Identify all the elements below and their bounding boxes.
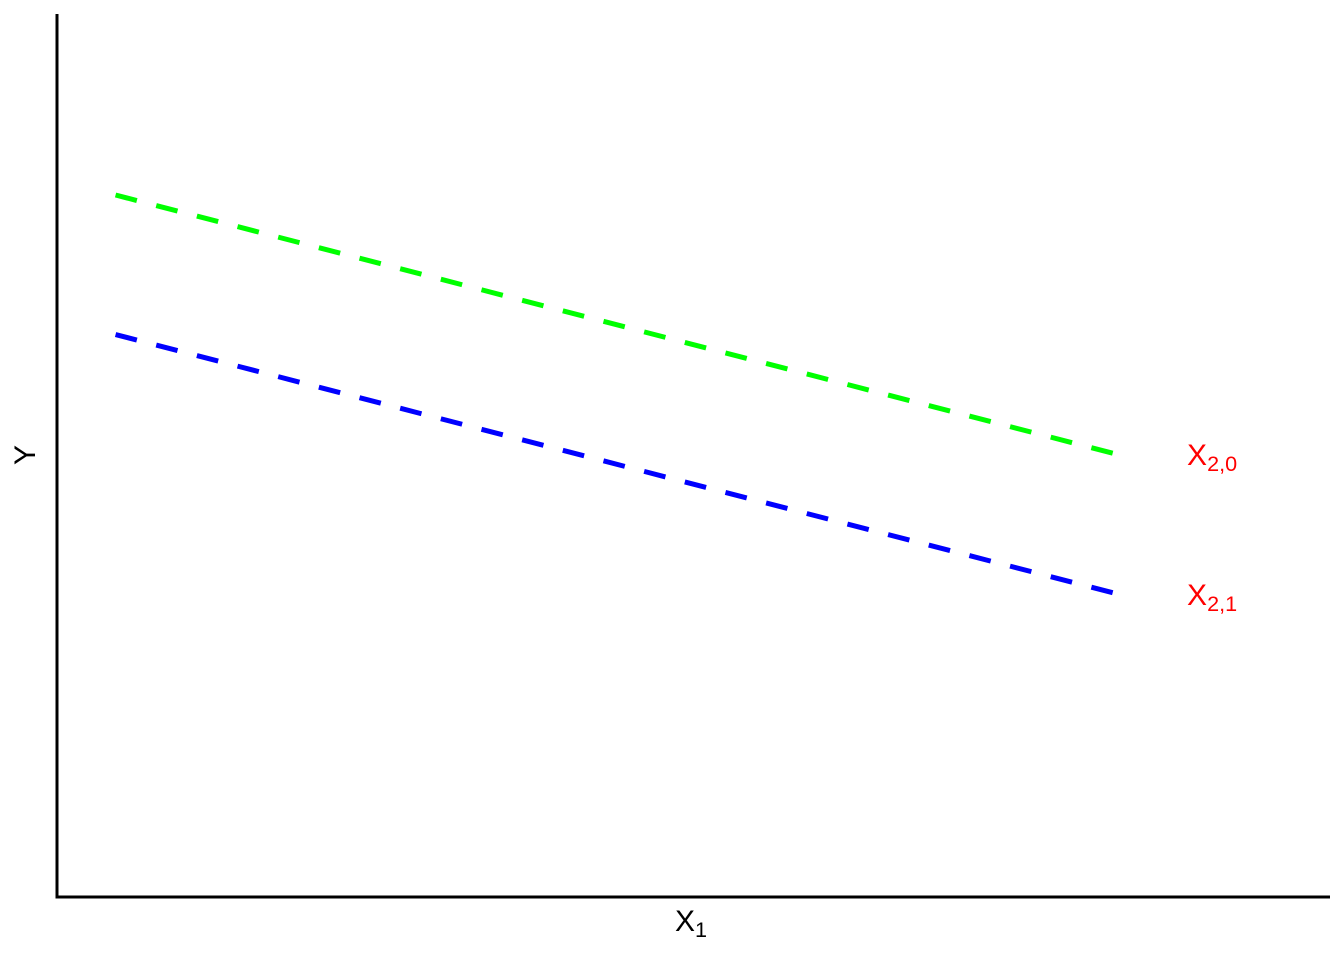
x-axis-label-subscript: 1 [695, 917, 708, 943]
series-line-1 [114, 332, 1126, 599]
y-axis-label: Y [9, 444, 42, 466]
line-label-x20-base: X [1187, 439, 1208, 473]
line-label-x20-subscript: 2,0 [1207, 451, 1238, 477]
line-label-x21-subscript: 2,1 [1207, 590, 1238, 616]
line-label-x21: X2,1 [1187, 578, 1237, 614]
line-label-x21-base: X [1187, 578, 1208, 612]
x-axis-label: X1 [674, 905, 707, 941]
series-line-0 [114, 192, 1126, 459]
x-axis-label-base: X [674, 905, 695, 938]
line-label-x20: X2,0 [1187, 439, 1237, 475]
y-axis-label-text: Y [9, 444, 42, 466]
